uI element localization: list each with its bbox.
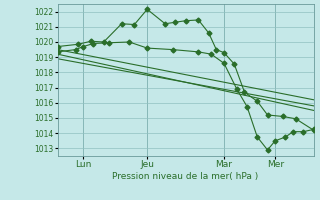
X-axis label: Pression niveau de la mer( hPa ): Pression niveau de la mer( hPa ) bbox=[112, 172, 259, 181]
